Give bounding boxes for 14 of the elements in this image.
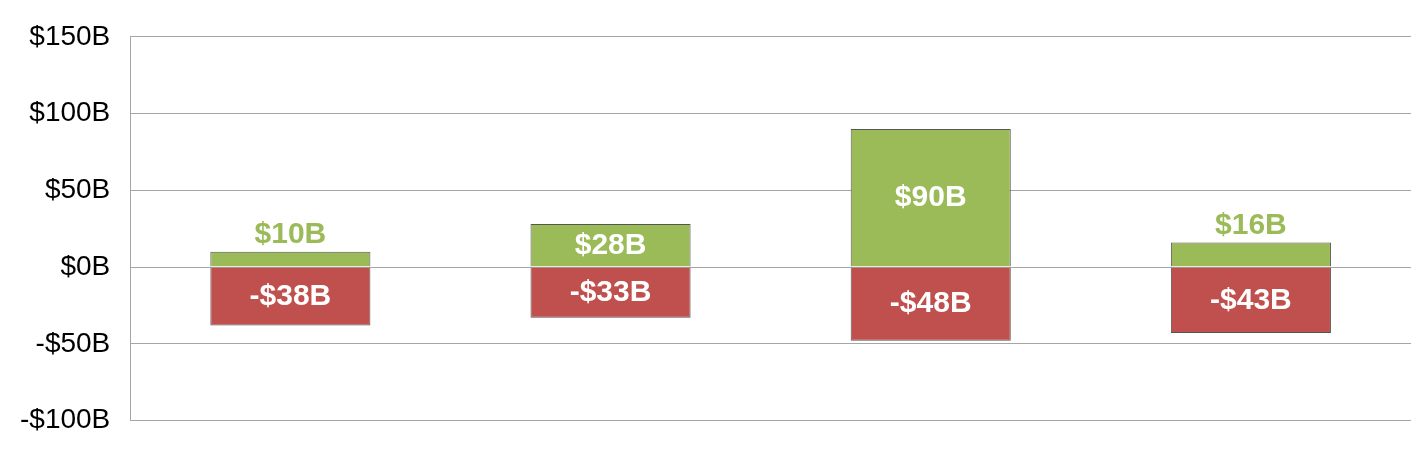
data-label: $16B <box>1215 206 1287 240</box>
data-label: -$48B <box>889 285 972 319</box>
data-label: -$43B <box>1210 281 1292 315</box>
data-label: $10B <box>254 215 327 249</box>
y-tick-label: $50B <box>44 173 111 205</box>
data-label: -$38B <box>249 277 332 311</box>
data-label: $28B <box>574 226 647 260</box>
y-tick-label: -$50B <box>35 326 111 358</box>
y-tick-label: $150B <box>29 19 111 51</box>
y-tick-label: $0B <box>60 249 111 281</box>
y-tick-label: $100B <box>29 96 111 128</box>
y-tick-label: -$100B <box>19 403 111 435</box>
data-label: $90B <box>894 179 967 213</box>
data-label: -$33B <box>569 273 652 307</box>
